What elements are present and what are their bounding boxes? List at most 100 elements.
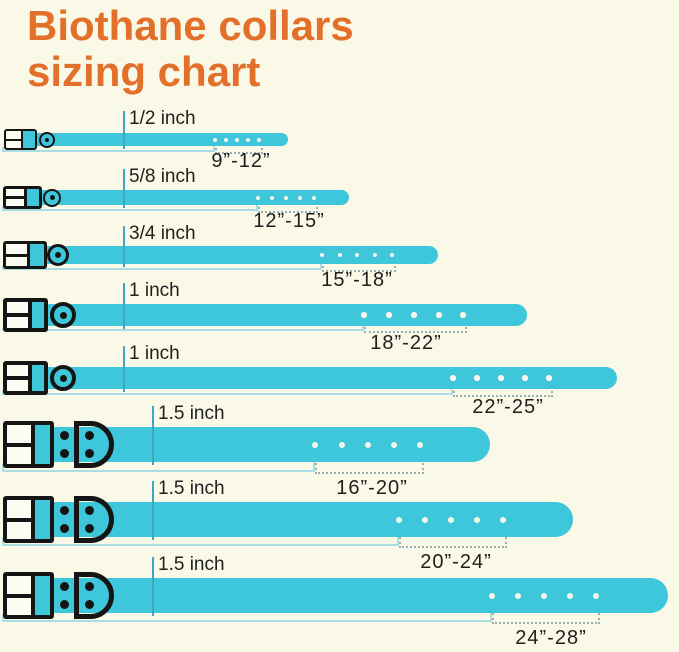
adjust-range-bracket <box>364 322 467 333</box>
adjustment-hole <box>567 592 573 599</box>
adjustment-hole <box>417 441 423 448</box>
adjustment-hole <box>257 137 261 142</box>
width-label: 1/2 inch <box>129 108 196 129</box>
length-bracket-right-tick <box>490 612 492 621</box>
buckle-strap-cell <box>21 131 35 148</box>
adjustment-hole <box>474 375 480 381</box>
adjust-range-bracket <box>315 463 424 474</box>
adjustment-hole <box>515 592 521 599</box>
length-bracket-line <box>2 268 322 270</box>
size-range-label: 9”-12” <box>211 150 271 172</box>
width-label: 1.5 inch <box>158 554 225 575</box>
buckle-frame <box>4 129 37 150</box>
buckle-frame <box>3 298 48 332</box>
adjustment-hole <box>498 375 504 381</box>
size-range-label: 20”-24” <box>420 551 492 573</box>
length-bracket-left-tick <box>2 463 4 472</box>
adjustment-hole <box>389 252 395 258</box>
adjustment-hole <box>256 195 260 200</box>
buckle-center-bar <box>7 313 28 317</box>
adjustment-hole <box>372 252 378 258</box>
buckle-pin-dot <box>49 195 55 200</box>
length-bracket-line <box>2 209 258 211</box>
adjustment-hole <box>270 195 274 200</box>
adjustment-hole <box>391 441 397 448</box>
buckle-frame <box>3 186 42 209</box>
size-range-label: 16”-20” <box>336 477 408 499</box>
length-bracket-right-tick <box>320 260 322 269</box>
adjustment-hole <box>450 375 456 381</box>
adjustment-hole <box>354 252 360 258</box>
rivet-dot <box>59 506 69 515</box>
adjust-range-bracket <box>258 202 318 213</box>
buckle-frame <box>3 421 54 468</box>
size-range-label: 22”-25” <box>472 396 544 418</box>
buckle-ring-icon <box>50 365 76 391</box>
chart-title-line2: sizing chart <box>27 48 261 95</box>
width-tick <box>123 226 125 267</box>
buckle-frame <box>3 361 48 395</box>
length-bracket-right-tick <box>213 142 215 151</box>
width-label: 3/4 inch <box>129 223 196 244</box>
adjustment-hole <box>541 592 547 599</box>
adjustment-hole <box>436 312 442 318</box>
adjustment-hole <box>235 137 239 142</box>
adjustment-hole <box>319 252 325 258</box>
buckle-center-bar <box>7 518 31 522</box>
length-bracket-line <box>2 393 453 395</box>
chart-title-line1: Biothane collars <box>27 2 354 49</box>
length-bracket-line <box>2 620 492 622</box>
buckle-strap-cell <box>31 500 50 539</box>
length-bracket-left-tick <box>2 147 4 152</box>
buckle-center-bar <box>6 139 21 141</box>
buckle-d-ring-icon <box>74 421 114 468</box>
buckle-ring-icon <box>47 244 69 266</box>
length-bracket-right-tick <box>256 201 258 210</box>
adjustment-hole <box>298 195 302 200</box>
length-bracket-line <box>2 150 215 152</box>
buckle-frame <box>3 241 47 269</box>
size-range-label: 12”-15” <box>253 210 325 232</box>
adjustment-hole <box>500 516 506 523</box>
width-label: 5/8 inch <box>129 166 196 187</box>
rivet-dot <box>59 524 69 533</box>
adjustment-hole <box>312 441 318 448</box>
adjustment-hole <box>448 516 454 523</box>
width-label: 1.5 inch <box>158 478 225 499</box>
adjustment-hole <box>213 137 217 142</box>
width-tick <box>152 481 154 540</box>
length-bracket-right-tick <box>397 536 399 545</box>
size-range-label: 18”-22” <box>370 332 442 354</box>
buckle-center-bar <box>7 594 31 598</box>
buckle-strap-cell <box>28 302 44 328</box>
length-bracket-right-tick <box>313 462 315 471</box>
buckle-pin-dot <box>59 311 67 319</box>
adjustment-hole <box>224 137 228 142</box>
adjustment-hole <box>365 441 371 448</box>
length-bracket-left-tick <box>2 206 4 211</box>
adjustment-hole <box>474 516 480 523</box>
size-range-label: 24”-28” <box>515 627 587 649</box>
rivet-dot <box>59 600 69 609</box>
adjust-range-bracket <box>322 261 396 272</box>
collar-band <box>4 246 438 264</box>
adjustment-hole <box>411 312 417 318</box>
adjustment-hole <box>339 441 345 448</box>
buckle-strap-cell <box>24 189 39 206</box>
adjustment-hole <box>546 375 552 381</box>
buckle-strap-cell <box>28 365 44 391</box>
length-bracket-line <box>2 329 364 331</box>
buckle-pin-dot <box>55 252 61 258</box>
buckle-pin-dot <box>59 374 67 382</box>
width-label: 1 inch <box>129 343 180 364</box>
width-tick <box>152 406 154 465</box>
width-label: 1.5 inch <box>158 403 225 424</box>
adjustment-hole <box>361 312 367 318</box>
buckle-center-bar <box>6 196 24 199</box>
adjustment-hole <box>522 375 528 381</box>
length-bracket-line <box>2 470 315 472</box>
adjustment-hole <box>246 137 250 142</box>
buckle-pin-dot <box>45 137 49 142</box>
adjust-range-bracket <box>399 537 507 548</box>
